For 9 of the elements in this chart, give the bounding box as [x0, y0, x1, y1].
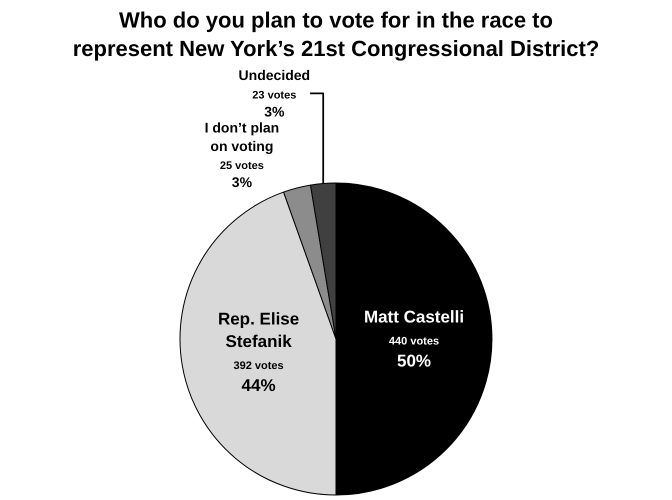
data-label: 23 votes 3%: [252, 89, 296, 120]
slice-label: Rep. Elise Stefanik: [218, 310, 300, 351]
slice-label: I don’t plan on voting: [204, 120, 280, 154]
slice-label: Matt Castelli: [364, 307, 464, 326]
data-label: 440 votes 50%: [388, 336, 440, 371]
data-label: 392 votes 44%: [233, 360, 284, 396]
slice-label: Undecided: [238, 67, 310, 84]
chart-title: Who do you plan to vote for in the race to represent New York’s 21st Congressional District?: [72, 8, 600, 62]
data-label: 25 votes 3%: [220, 160, 264, 190]
